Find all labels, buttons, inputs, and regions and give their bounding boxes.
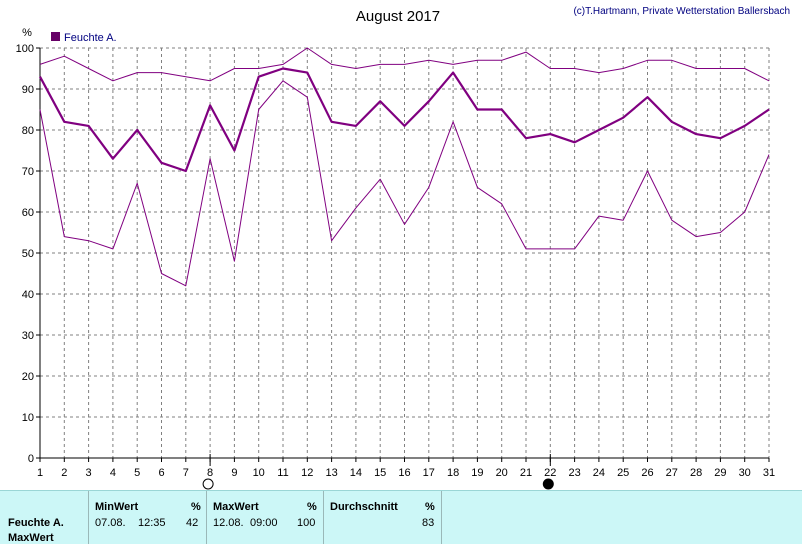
full-moon-icon [202,478,214,490]
series-lines [39,47,770,287]
stats-divider [206,491,207,544]
y-tick-label: 80 [22,125,34,137]
x-tick-label: 10 [253,467,265,479]
x-tick-label: 14 [350,467,362,479]
statistics-panel: MinWert % MaxWert % Durchschnitt % Feuch… [0,490,802,544]
x-tick-label: 9 [231,467,237,479]
stats-divider [323,491,324,544]
humidity-chart: August 2017 (c)T.Hartmann, Private Wette… [16,6,790,490]
avg-unit-header: % [425,501,435,513]
x-tick-label: 16 [398,467,410,479]
grid [40,47,770,458]
x-tick-label: 11 [277,467,288,479]
x-tick-label: 22 [544,467,556,479]
stats-row-label: Feuchte A. [8,517,64,529]
copyright-label: (c)T.Hartmann, Private Wetterstation Bal… [573,6,790,17]
stats-divider [441,491,442,544]
x-tick-label: 6 [158,467,164,479]
x-tick-label: 2 [61,467,67,479]
min-date: 07.08. [95,517,126,529]
x-tick-label: 12 [301,467,313,479]
avg-header: Durchschnitt [330,501,398,513]
y-tick-label: 90 [22,84,34,96]
x-tick-label: 20 [496,467,508,479]
x-tick-label: 15 [374,467,386,479]
series-line-max [39,47,770,82]
y-tick-label: 50 [22,248,34,260]
y-tick-label: 30 [22,330,34,342]
y-axis-unit: % [22,27,32,39]
y-tick-label: 60 [22,207,34,219]
new-moon-icon [542,478,554,490]
legend-swatch [51,32,60,41]
min-unit-header: % [191,501,201,513]
x-tick-label: 8 [207,467,213,479]
x-tick-label: 5 [134,467,140,479]
x-tick-label: 7 [183,467,189,479]
x-tick-label: 24 [593,467,605,479]
moon-markers [202,454,554,490]
max-value: 100 [297,517,316,529]
y-tick-label: 20 [22,371,34,383]
max-unit-header: % [307,501,317,513]
min-value: 42 [186,517,199,529]
y-tick-label: 70 [22,166,34,178]
x-tick-label: 17 [423,467,435,479]
min-header: MinWert [95,501,139,513]
x-tick-label: 29 [714,467,726,479]
legend-label: Feuchte A. [64,32,117,44]
x-tick-label: 21 [520,467,532,479]
min-time: 12:35 [138,517,166,529]
x-tick-label: 26 [641,467,653,479]
stats-row-label-2: MaxWert [8,532,54,544]
max-time: 09:00 [250,517,278,529]
x-tick-label: 13 [325,467,337,479]
y-tick-label: 0 [28,453,34,465]
max-header: MaxWert [213,501,259,513]
x-tick-label: 23 [568,467,580,479]
x-tick-label: 31 [763,467,775,479]
x-tick-label: 30 [739,467,751,479]
max-date: 12.08. [213,517,244,529]
stats-divider [88,491,89,544]
x-tick-label: 4 [110,467,116,479]
series-line-min [39,80,770,287]
x-tick-label: 27 [666,467,678,479]
x-tick-label: 25 [617,467,629,479]
x-tick-label: 28 [690,467,702,479]
series-line-mean [39,67,770,173]
x-tick-label: 3 [86,467,92,479]
x-tick-label: 18 [447,467,459,479]
y-tick-label: 100 [16,43,34,55]
chart-title: August 2017 [356,8,440,25]
y-tick-label: 10 [22,412,34,424]
x-tick-label: 1 [37,467,43,479]
avg-value: 83 [422,517,435,529]
x-tick-label: 19 [471,467,483,479]
y-tick-label: 40 [22,289,34,301]
